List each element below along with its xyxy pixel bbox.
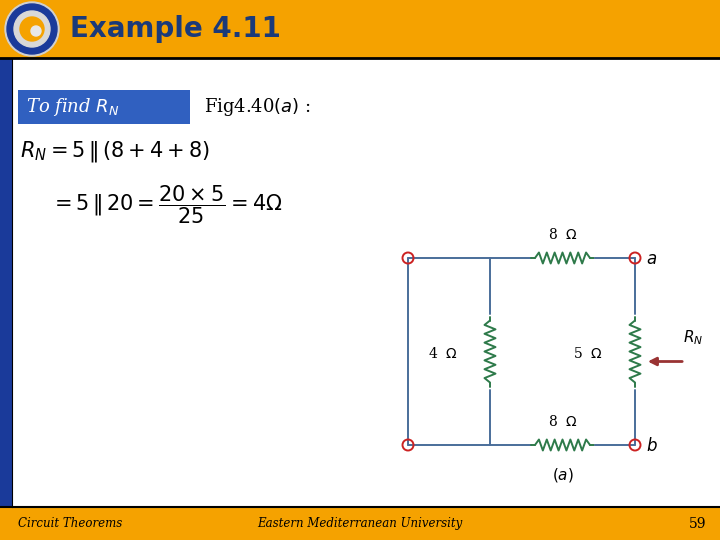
Bar — [0, 507, 720, 540]
Text: $a$: $a$ — [646, 251, 657, 267]
Text: 8  $\Omega$: 8 $\Omega$ — [548, 227, 577, 242]
Text: Example 4.11: Example 4.11 — [70, 15, 281, 43]
Circle shape — [14, 11, 50, 47]
Text: 4  $\Omega$: 4 $\Omega$ — [428, 346, 458, 361]
Text: $b$: $b$ — [646, 437, 658, 455]
Circle shape — [31, 26, 41, 36]
Text: To find $R_N$: To find $R_N$ — [26, 96, 120, 118]
Bar — [0, 0, 720, 58]
Circle shape — [7, 4, 57, 54]
Bar — [12, 58, 720, 507]
Text: 5  $\Omega$: 5 $\Omega$ — [573, 346, 603, 361]
Text: Fig4.40$(a)$ :: Fig4.40$(a)$ : — [204, 96, 311, 118]
Bar — [18, 90, 190, 124]
Bar — [0, 58, 12, 507]
Text: Eastern Mediterranean University: Eastern Mediterranean University — [257, 517, 463, 530]
Text: 59: 59 — [688, 516, 706, 530]
Text: $(a)$: $(a)$ — [552, 466, 573, 484]
Text: Circuit Theorems: Circuit Theorems — [18, 517, 122, 530]
Circle shape — [20, 17, 44, 41]
Text: $R_N = 5\,\|\,(8+4+8)$: $R_N = 5\,\|\,(8+4+8)$ — [20, 139, 210, 165]
Text: 8  $\Omega$: 8 $\Omega$ — [548, 414, 577, 429]
Text: $= 5\,\|\,20 = \dfrac{20\times5}{25} = 4\Omega$: $= 5\,\|\,20 = \dfrac{20\times5}{25} = 4… — [50, 184, 282, 226]
Text: $R_N$: $R_N$ — [683, 328, 703, 347]
Circle shape — [5, 2, 59, 56]
